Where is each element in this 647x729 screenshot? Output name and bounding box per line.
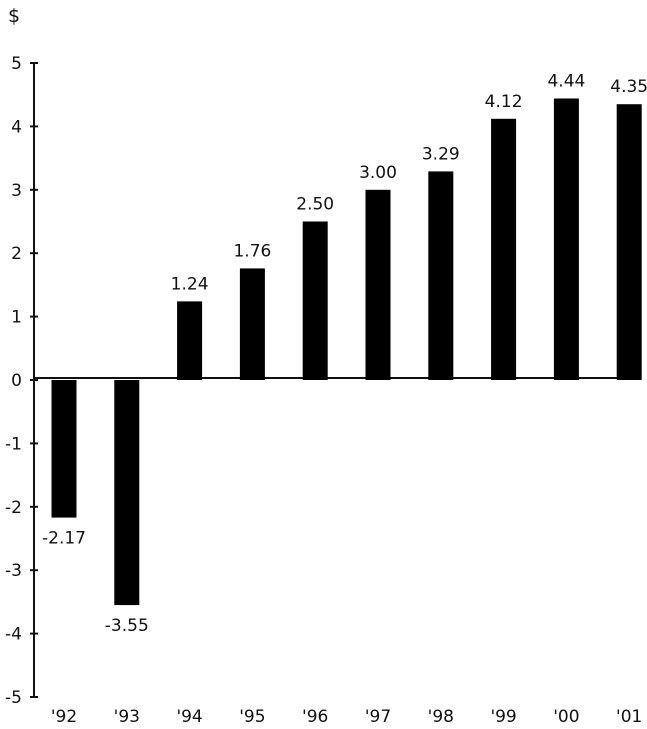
bar-value-label: 4.44 (547, 72, 585, 92)
y-axis-unit-label: $ (8, 5, 20, 27)
x-category-label: '99 (490, 707, 516, 727)
x-category-label: '95 (239, 707, 265, 727)
x-category-label: '97 (365, 707, 391, 727)
x-axis-categories: '92 '93 '94 '95 '96 '97 '98 '99 '00 '01 (51, 707, 643, 727)
bar-value-label: 1.24 (171, 274, 209, 294)
y-tick-label: 5 (11, 54, 22, 74)
bar (177, 301, 203, 380)
y-tick-label: 2 (11, 244, 22, 264)
y-tick-label: -2 (5, 498, 22, 518)
data-labels: -2.17 -3.55 1.24 1.76 2.50 3.00 3.29 4.12 4.44 4.… (42, 72, 647, 637)
bar-value-label: -2.17 (42, 529, 86, 549)
bar-value-label: 4.12 (485, 92, 523, 112)
bar-value-label: 3.00 (359, 163, 397, 183)
y-tick-label: -5 (5, 688, 22, 708)
x-category-label: '92 (51, 707, 77, 727)
y-tick-label: 1 (11, 308, 22, 328)
y-tick-label: 0 (11, 371, 22, 391)
x-category-label: '96 (302, 707, 328, 727)
x-category-label: '94 (176, 707, 202, 727)
bar-value-label: 3.29 (422, 144, 460, 164)
y-tick-label: 3 (11, 181, 22, 201)
y-tick-label: -3 (5, 561, 22, 581)
y-tick-label: 4 (11, 117, 22, 137)
bar (114, 380, 140, 606)
bar (302, 221, 328, 380)
bar (553, 98, 579, 380)
y-axis-ticks: 5 4 3 2 1 0 -1 -2 -3 -4 -5 (5, 54, 38, 708)
x-category-label: '93 (114, 707, 140, 727)
bar (428, 171, 454, 380)
bar (51, 380, 77, 518)
bar-value-label: -3.55 (105, 616, 149, 636)
bar-series (51, 98, 642, 606)
bar-value-label: 2.50 (296, 195, 334, 215)
bar (616, 104, 642, 381)
x-category-label: '98 (428, 707, 454, 727)
bar-value-label: 1.76 (233, 241, 271, 261)
y-tick-label: -1 (5, 434, 22, 454)
bar (491, 118, 517, 381)
x-category-label: '01 (616, 707, 642, 727)
bar (239, 268, 265, 380)
y-tick-label: -4 (5, 625, 22, 645)
bar (365, 189, 391, 380)
bar-value-label: 4.35 (610, 77, 647, 97)
x-category-label: '00 (553, 707, 579, 727)
